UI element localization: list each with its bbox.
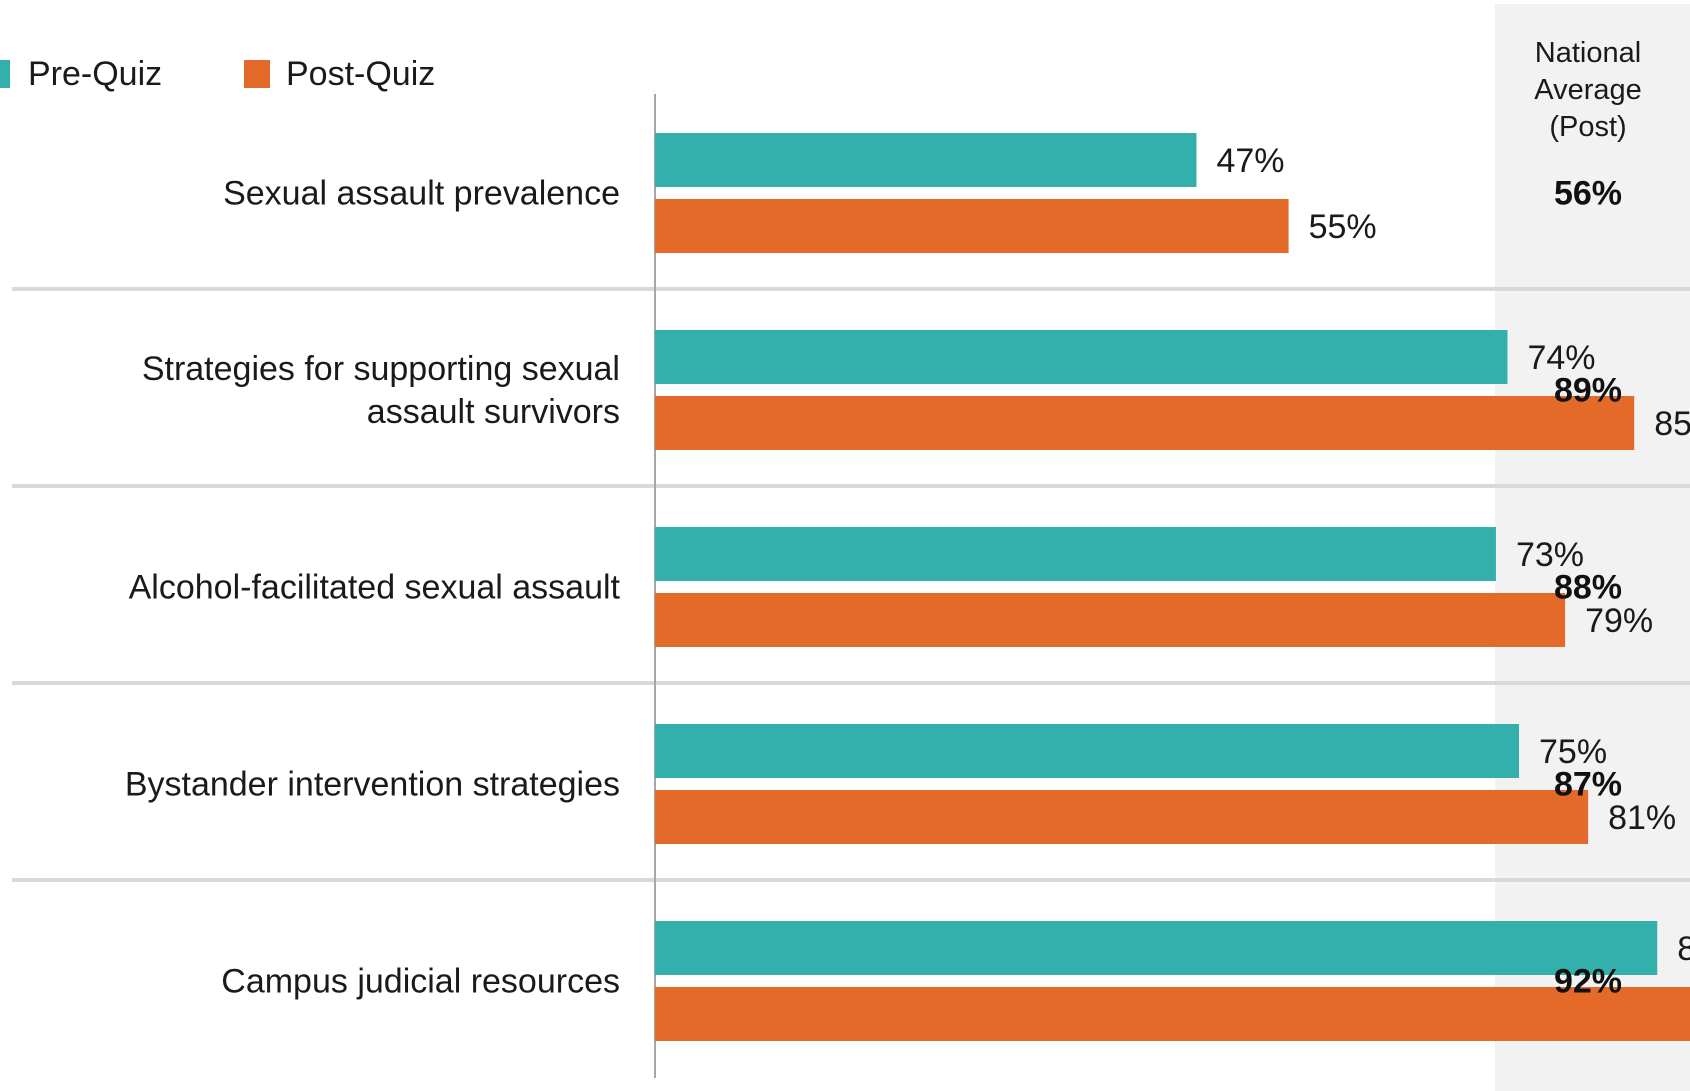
legend: Pre-Quiz Post-Quiz (0, 55, 435, 93)
national-average-value: 92% (1554, 963, 1622, 1001)
national-average-header-line: (Post) (1549, 111, 1626, 143)
post-quiz-bar (655, 593, 1566, 647)
post-quiz-value-label: 55% (1309, 208, 1377, 246)
pre-quiz-value-label: 73% (1516, 536, 1584, 574)
post-quiz-bar (655, 790, 1589, 844)
category-label: Campus judicial resources (221, 963, 620, 1001)
category-label: Alcohol-facilitated sexual assault (129, 569, 621, 607)
post-quiz-value-label: 85% (1654, 405, 1690, 443)
pre-quiz-bar (655, 133, 1197, 187)
pre-quiz-bar (655, 330, 1508, 384)
pre-quiz-value-label: 47% (1216, 142, 1284, 180)
national-average-value: 56% (1554, 175, 1622, 213)
post-quiz-value-label: 81% (1608, 799, 1676, 837)
post-quiz-bar (655, 199, 1289, 253)
pre-quiz-bar (655, 527, 1496, 581)
bars-layer (655, 133, 1690, 1041)
pre-quiz-bar (655, 724, 1519, 778)
category-label: assault survivors (367, 393, 620, 431)
national-average-header-line: National (1535, 37, 1641, 69)
category-label: Sexual assault prevalence (223, 175, 620, 213)
labels-layer: Sexual assault prevalence 47% 55% 56% Strate… (125, 142, 1690, 1001)
pre-quiz-value-label: 74% (1527, 339, 1595, 377)
national-average-value: 88% (1554, 569, 1622, 607)
pre-quiz-value-label: 75% (1539, 733, 1607, 771)
post-quiz-bar (655, 396, 1635, 450)
post-quiz-value-label: 79% (1585, 602, 1653, 640)
legend-label-pre-quiz: Pre-Quiz (28, 55, 162, 93)
legend-swatch-pre-quiz (0, 60, 10, 88)
row-separators (12, 287, 1690, 882)
legend-label-post-quiz: Post-Quiz (286, 55, 435, 93)
national-average-value: 89% (1554, 372, 1622, 410)
national-average-header-line: Average (1534, 74, 1642, 106)
national-average-panel (1495, 4, 1690, 1091)
pre-quiz-bar (655, 921, 1658, 975)
category-label: Strategies for supporting sexual (142, 350, 620, 388)
national-average-header: National Average (Post) (1534, 37, 1642, 143)
pre-quiz-value-label: 87% (1677, 930, 1690, 968)
post-quiz-bar (655, 987, 1690, 1041)
category-label: Bystander intervention strategies (125, 766, 620, 804)
national-average-value: 87% (1554, 766, 1622, 804)
legend-swatch-post-quiz (244, 60, 270, 88)
